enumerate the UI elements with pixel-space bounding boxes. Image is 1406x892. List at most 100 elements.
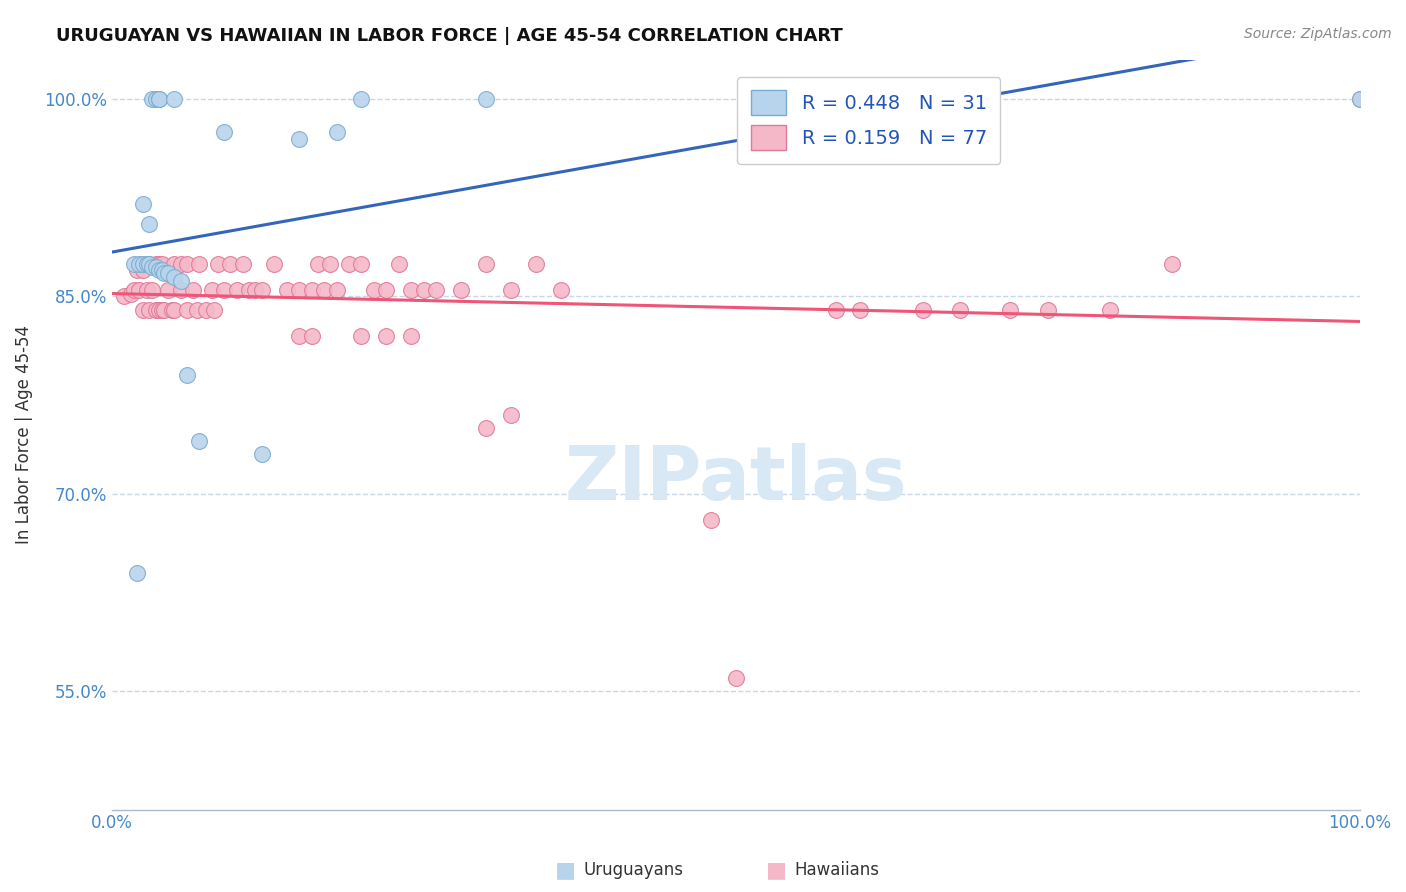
Point [135, 256, 157, 270]
Point [724, 671, 747, 685]
Point [138, 256, 160, 270]
Point [288, 283, 311, 297]
Point [150, 263, 173, 277]
Point [337, 256, 360, 270]
Point [1161, 256, 1184, 270]
Text: ■: ■ [766, 860, 787, 880]
Point [401, 283, 423, 297]
Point [148, 263, 170, 277]
Point [153, 266, 176, 280]
Point [1348, 92, 1371, 106]
Point [238, 283, 260, 297]
Point [501, 408, 523, 422]
Point [120, 286, 142, 301]
Point [138, 217, 160, 231]
Point [141, 283, 163, 297]
Point [550, 283, 572, 297]
Point [169, 283, 191, 297]
Point [475, 92, 498, 106]
Point [388, 256, 411, 270]
Point [450, 283, 472, 297]
Point [212, 125, 235, 139]
Point [150, 302, 173, 317]
Point [998, 302, 1021, 317]
Point [219, 256, 242, 270]
Point [132, 256, 155, 270]
Point [325, 283, 347, 297]
Point [425, 283, 447, 297]
Point [312, 283, 335, 297]
Point [148, 92, 170, 106]
Point [124, 256, 146, 270]
Point [148, 302, 170, 317]
Point [250, 447, 273, 461]
Point [319, 256, 342, 270]
Point [250, 283, 273, 297]
Point [188, 434, 211, 449]
Legend: R = 0.448   N = 31, R = 0.159   N = 77: R = 0.448 N = 31, R = 0.159 N = 77 [737, 77, 1001, 164]
Point [176, 256, 198, 270]
Point [875, 92, 897, 106]
Text: URUGUAYAN VS HAWAIIAN IN LABOR FORCE | AGE 45-54 CORRELATION CHART: URUGUAYAN VS HAWAIIAN IN LABOR FORCE | A… [56, 27, 844, 45]
Point [141, 260, 163, 275]
Point [911, 302, 934, 317]
Point [128, 283, 150, 297]
Point [276, 283, 298, 297]
Point [125, 263, 148, 277]
Point [325, 125, 347, 139]
Point [169, 256, 191, 270]
Point [163, 302, 186, 317]
Point [350, 329, 373, 343]
Point [207, 256, 229, 270]
Point [350, 92, 373, 106]
Point [475, 421, 498, 435]
Point [194, 302, 217, 317]
Point [375, 329, 398, 343]
Point [401, 329, 423, 343]
Point [202, 302, 225, 317]
Point [157, 283, 180, 297]
Point [138, 256, 160, 270]
Text: Source: ZipAtlas.com: Source: ZipAtlas.com [1244, 27, 1392, 41]
Point [288, 131, 311, 145]
Point [138, 302, 160, 317]
Point [201, 283, 224, 297]
Point [225, 283, 247, 297]
Point [350, 256, 373, 270]
Point [188, 256, 211, 270]
Point [245, 283, 267, 297]
Point [141, 92, 163, 106]
Point [169, 274, 191, 288]
Point [145, 92, 167, 106]
Point [301, 283, 323, 297]
Point [475, 256, 498, 270]
Point [124, 283, 146, 297]
Point [128, 256, 150, 270]
Point [212, 283, 235, 297]
Point [949, 302, 972, 317]
Point [145, 256, 167, 270]
Text: Uruguayans: Uruguayans [583, 861, 683, 879]
Point [412, 283, 434, 297]
Point [176, 368, 198, 383]
Point [132, 263, 155, 277]
Point [135, 283, 157, 297]
Point [1036, 302, 1059, 317]
Point [700, 513, 723, 527]
Point [186, 302, 208, 317]
Point [176, 302, 198, 317]
Point [153, 302, 176, 317]
Point [163, 269, 186, 284]
Point [148, 256, 170, 270]
Point [125, 566, 148, 580]
Point [157, 266, 180, 280]
Point [301, 329, 323, 343]
Point [232, 256, 254, 270]
Point [363, 283, 385, 297]
Text: Hawaiians: Hawaiians [794, 861, 879, 879]
Point [181, 283, 204, 297]
Text: ZIPatlas: ZIPatlas [564, 443, 907, 516]
Point [163, 256, 186, 270]
Point [150, 256, 173, 270]
Point [1098, 302, 1121, 317]
